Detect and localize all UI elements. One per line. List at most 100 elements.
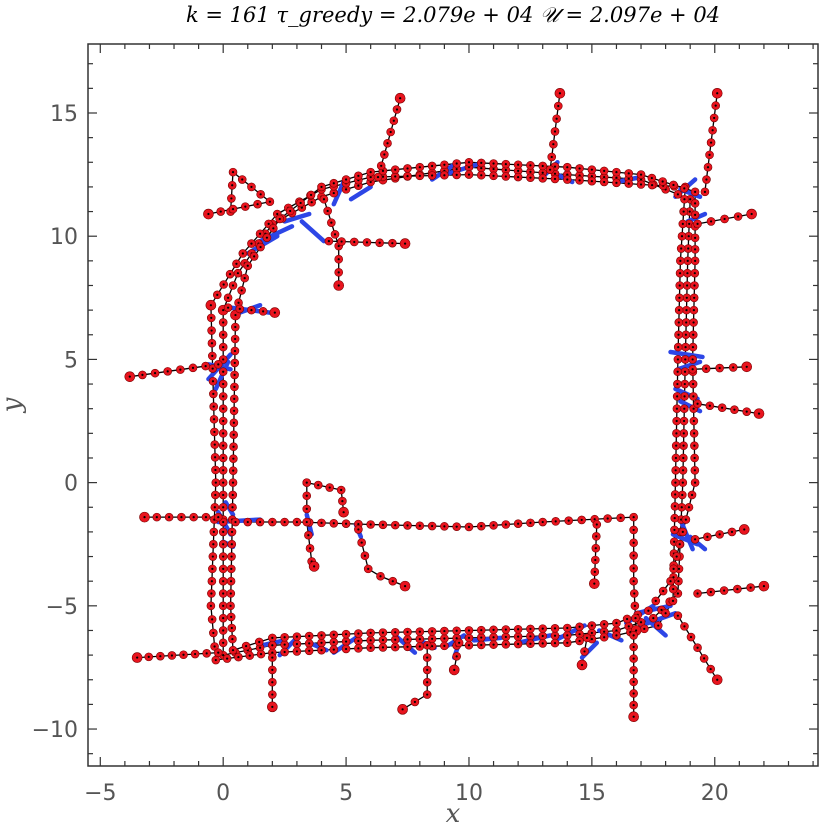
data-point-center bbox=[322, 198, 326, 201]
data-point-center bbox=[716, 92, 719, 95]
data-point-center bbox=[307, 534, 310, 537]
data-point-center bbox=[231, 184, 234, 187]
data-point-center bbox=[357, 632, 360, 635]
data-point-center bbox=[692, 407, 695, 410]
data-point-center bbox=[696, 222, 699, 225]
data-point-center bbox=[262, 310, 265, 313]
data-point-center bbox=[541, 634, 544, 638]
data-point-center bbox=[271, 636, 274, 639]
data-point-center bbox=[243, 276, 246, 280]
data-point-center bbox=[401, 708, 404, 711]
data-point-center bbox=[232, 433, 235, 436]
data-point-center bbox=[684, 345, 687, 349]
data-point-center bbox=[170, 654, 174, 657]
data-point-center bbox=[480, 174, 483, 177]
data-point-center bbox=[217, 516, 220, 519]
data-point-center bbox=[548, 168, 552, 171]
data-point-center bbox=[431, 174, 434, 177]
data-point-center bbox=[681, 493, 684, 497]
data-point-center bbox=[492, 524, 495, 527]
data-point-center bbox=[676, 382, 679, 386]
data-point-center bbox=[682, 432, 685, 435]
data-point-center bbox=[214, 468, 217, 472]
data-point-center bbox=[683, 625, 686, 628]
data-point-center bbox=[394, 175, 397, 178]
data-point-center bbox=[650, 176, 653, 180]
data-point-center bbox=[632, 580, 635, 583]
data-point-center bbox=[632, 554, 635, 557]
data-point-center bbox=[211, 555, 214, 558]
data-point-center bbox=[723, 589, 726, 592]
data-point-center bbox=[517, 642, 520, 646]
data-point-center bbox=[357, 184, 360, 187]
data-point-center bbox=[529, 176, 532, 179]
data-point-center bbox=[680, 235, 684, 238]
data-point-center bbox=[363, 554, 367, 557]
data-point-center bbox=[694, 538, 697, 541]
data-point-center bbox=[480, 643, 483, 647]
highlight-link bbox=[331, 179, 346, 207]
data-point-center bbox=[705, 367, 708, 370]
data-point-center bbox=[305, 507, 308, 511]
data-point-center bbox=[676, 193, 679, 196]
data-point-center bbox=[676, 614, 679, 617]
data-point-center bbox=[492, 628, 495, 631]
data-point-center bbox=[230, 626, 233, 630]
data-point-center bbox=[687, 506, 691, 509]
data-point-center bbox=[550, 155, 553, 159]
data-point-center bbox=[566, 626, 569, 630]
data-point-center bbox=[675, 555, 678, 558]
data-point-center bbox=[687, 247, 690, 250]
data-point-center bbox=[222, 309, 225, 312]
data-point-center bbox=[210, 592, 213, 595]
data-point-center bbox=[222, 506, 225, 509]
data-point-center bbox=[147, 655, 150, 658]
highlight-link bbox=[668, 349, 705, 360]
data-point-center bbox=[283, 643, 286, 646]
data-point-center bbox=[603, 180, 606, 184]
data-point-center bbox=[391, 242, 394, 245]
data-point-center bbox=[283, 650, 286, 654]
data-point-center bbox=[632, 692, 635, 695]
data-point-center bbox=[580, 518, 583, 522]
data-point-center bbox=[380, 164, 383, 167]
data-point-center bbox=[529, 642, 532, 645]
data-point-center bbox=[344, 640, 348, 643]
data-point-center bbox=[222, 580, 225, 583]
data-point-center bbox=[378, 241, 381, 244]
data-point-center bbox=[691, 345, 695, 349]
data-point-center bbox=[332, 182, 335, 185]
data-point-center bbox=[341, 500, 344, 503]
data-point-center bbox=[395, 108, 399, 111]
data-point-center bbox=[627, 182, 630, 185]
data-point-center bbox=[222, 641, 225, 644]
data-point-center bbox=[745, 410, 748, 413]
data-point-center bbox=[353, 240, 356, 244]
data-point-center bbox=[737, 215, 740, 218]
data-point-center bbox=[265, 236, 269, 239]
data-point-center bbox=[664, 612, 667, 615]
data-point-center bbox=[344, 178, 348, 181]
data-point-center bbox=[615, 181, 618, 184]
data-point-center bbox=[590, 624, 593, 627]
data-point-center bbox=[443, 644, 446, 647]
data-point-center bbox=[245, 644, 248, 648]
data-point-center bbox=[590, 637, 593, 641]
data-point-center bbox=[660, 608, 663, 612]
data-point-center bbox=[344, 647, 348, 651]
data-point-center bbox=[694, 248, 697, 251]
data-point-center bbox=[632, 528, 635, 532]
data-point-center bbox=[480, 167, 483, 170]
data-point-center bbox=[455, 173, 458, 177]
data-point-center bbox=[678, 543, 681, 546]
data-point-center bbox=[681, 222, 684, 225]
data-point-center bbox=[212, 392, 215, 396]
data-point-center bbox=[639, 173, 643, 176]
data-point-center bbox=[232, 421, 235, 424]
data-point-center bbox=[337, 284, 340, 287]
data-point-center bbox=[517, 169, 520, 173]
data-point-center bbox=[333, 233, 337, 236]
data-point-center bbox=[272, 227, 275, 230]
data-point-center bbox=[632, 704, 635, 707]
